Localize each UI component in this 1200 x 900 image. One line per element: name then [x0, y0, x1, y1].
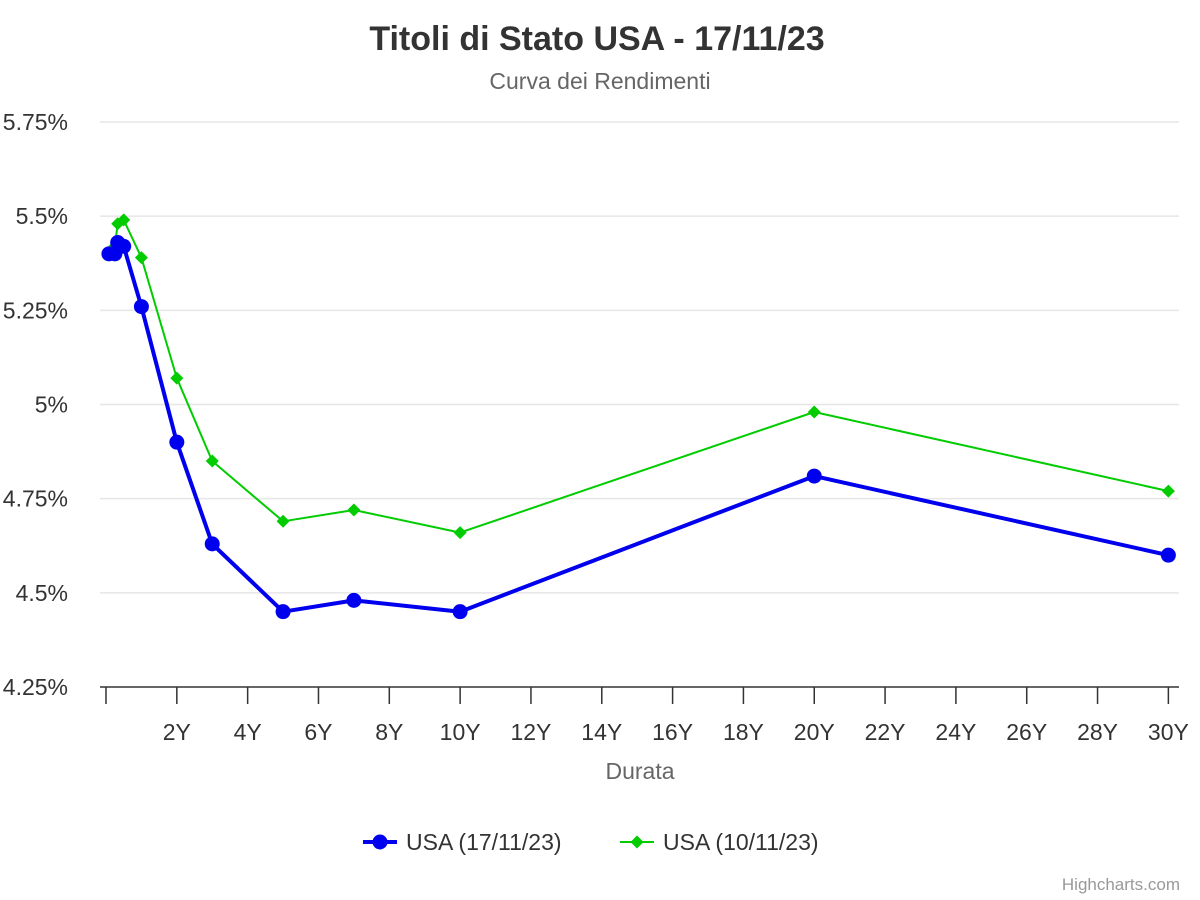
y-tick-label: 5.5%	[16, 203, 68, 229]
y-tick-label: 4.75%	[3, 486, 68, 512]
y-tick-label: 4.5%	[16, 580, 68, 606]
x-tick-label: 22Y	[865, 719, 906, 745]
x-axis-labels: 2Y 4Y 6Y 8Y 10Y 12Y 14Y 16Y 18Y 20Y 22Y 24Y 26Y 28Y 30…	[163, 719, 1189, 745]
y-axis-labels: 4.25% 4.5% 4.75% 5% 5.25% 5.5% 5.75%	[3, 109, 68, 700]
chart-title: Titoli di Stato USA - 17/11/23	[369, 20, 824, 58]
x-tick-label: 18Y	[723, 719, 764, 745]
legend-label: USA (17/11/23)	[406, 829, 562, 855]
data-point[interactable]	[205, 454, 219, 468]
y-tick-label: 4.25%	[3, 674, 68, 700]
data-point[interactable]	[204, 536, 220, 552]
series-line	[108, 218, 1169, 534]
legend-label: USA (10/11/23)	[663, 829, 819, 855]
x-tick-label: 14Y	[581, 719, 622, 745]
x-tick-label: 10Y	[440, 719, 481, 745]
x-tick-label: 12Y	[510, 719, 551, 745]
series-group	[101, 213, 1176, 620]
grid-lines	[100, 121, 1179, 594]
data-point[interactable]	[1161, 484, 1175, 498]
legend-marker	[630, 835, 644, 849]
x-tick-label: 20Y	[794, 719, 835, 745]
data-point[interactable]	[170, 371, 184, 385]
x-tick-label: 6Y	[304, 719, 332, 745]
x-tick-label: 28Y	[1077, 719, 1118, 745]
x-tick-label: 2Y	[163, 719, 191, 745]
data-point[interactable]	[806, 468, 822, 484]
y-tick-label: 5%	[35, 392, 68, 418]
legend-item-usa-17-11-23[interactable]: USA (17/11/23)	[363, 829, 562, 855]
data-point[interactable]	[169, 434, 185, 450]
data-point[interactable]	[276, 514, 290, 528]
y-tick-label: 5.25%	[3, 297, 68, 323]
y-tick-label: 5.75%	[3, 109, 68, 135]
data-point[interactable]	[346, 592, 362, 608]
data-point[interactable]	[452, 604, 468, 620]
data-point[interactable]	[117, 213, 131, 227]
data-point[interactable]	[807, 405, 821, 419]
x-axis	[100, 686, 1179, 704]
data-point[interactable]	[347, 503, 361, 517]
legend[interactable]: USA (17/11/23) USA (10/11/23)	[363, 829, 819, 855]
series-usa-17-11-23	[101, 235, 1176, 620]
series-line	[108, 240, 1169, 614]
legend-item-usa-10-11-23[interactable]: USA (10/11/23)	[620, 829, 819, 855]
chart-subtitle: Curva dei Rendimenti	[489, 68, 710, 94]
data-point[interactable]	[133, 299, 149, 315]
x-tick-label: 4Y	[234, 719, 262, 745]
x-tick-label: 30Y	[1148, 719, 1189, 745]
data-point[interactable]	[275, 604, 291, 620]
data-point[interactable]	[134, 251, 148, 265]
legend-marker	[372, 834, 388, 850]
x-tick-label: 24Y	[935, 719, 976, 745]
data-point[interactable]	[116, 238, 132, 254]
x-tick-label: 8Y	[375, 719, 403, 745]
x-tick-label: 16Y	[652, 719, 693, 745]
x-axis-title: Durata	[605, 758, 674, 784]
data-point[interactable]	[453, 526, 467, 540]
x-tick-label: 26Y	[1006, 719, 1047, 745]
series-usa-10-11-23	[102, 213, 1175, 540]
credits-link[interactable]: Highcharts.com	[1062, 875, 1180, 894]
data-point[interactable]	[1160, 547, 1176, 563]
